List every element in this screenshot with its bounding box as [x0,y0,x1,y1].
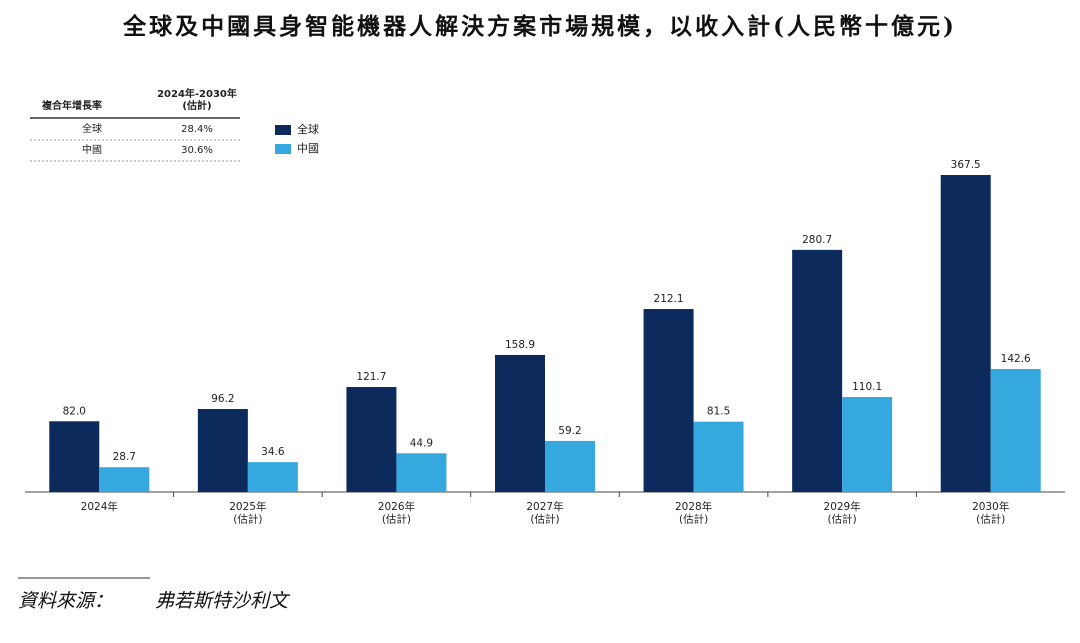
table-cell: 全球 [82,122,102,135]
bar [197,409,248,492]
bar [842,397,893,492]
value-label: 82.0 [63,405,86,417]
legend-swatch [275,144,291,154]
legend-label: 中國 [297,142,319,155]
x-tick-label: 2028年(估計) [675,500,712,526]
bar [545,440,595,492]
value-label: 367.5 [951,159,981,171]
x-tick-label: 2029年(估計) [824,500,861,526]
table-header: 2024年-2030年(估計) [157,87,237,112]
table-cell: 28.4% [181,124,213,135]
x-tick-label: 2025年(估計) [229,500,266,526]
bar [396,453,447,492]
value-label: 34.6 [261,446,285,458]
value-label: 280.7 [802,234,832,246]
source-label: 資料來源： [18,590,113,612]
value-label: 142.6 [1001,353,1031,365]
value-label: 96.2 [211,393,234,405]
legend-swatch [275,125,291,135]
value-label: 44.9 [410,437,433,449]
value-label: 81.5 [707,406,730,418]
table-cell: 30.6% [181,145,213,156]
x-tick-label: 2027年(估計) [526,500,563,526]
value-label: 59.2 [558,425,581,437]
bar [693,421,744,492]
value-label: 158.9 [505,339,535,351]
bar [247,462,298,492]
x-tick-label: 2026年(估計) [378,500,415,526]
bar [643,309,694,492]
bar [346,387,397,492]
table-cell: 中國 [82,143,102,156]
chart-title: 全球及中國具身智能機器人解決方案市場規模，以收入計(人民幣十億元) [122,13,957,40]
table-header: 複合年增長率 [41,99,102,112]
bar [495,354,545,492]
value-label: 110.1 [852,381,882,393]
bar [99,467,150,492]
x-tick-label: 2024年 [81,500,118,513]
bar [49,421,100,492]
value-label: 212.1 [654,293,684,305]
bar [990,368,1041,492]
x-tick-label: 2030年(估計) [972,500,1009,526]
bar [792,249,843,492]
source-value: 弗若斯特沙利文 [155,590,291,612]
legend-label: 全球 [297,122,319,136]
value-label: 121.7 [356,371,386,383]
value-label: 28.7 [113,451,136,463]
bar [940,175,991,492]
